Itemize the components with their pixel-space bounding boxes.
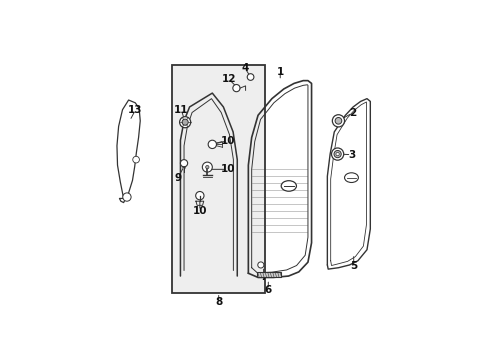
Ellipse shape bbox=[344, 173, 358, 183]
Text: 10: 10 bbox=[220, 136, 235, 146]
Bar bbox=[257, 273, 281, 278]
Circle shape bbox=[332, 148, 343, 160]
Circle shape bbox=[202, 162, 212, 172]
Circle shape bbox=[334, 150, 341, 158]
Circle shape bbox=[206, 166, 209, 169]
Circle shape bbox=[233, 85, 240, 92]
Circle shape bbox=[258, 262, 264, 268]
Bar bbox=[172, 66, 265, 293]
Ellipse shape bbox=[281, 181, 296, 191]
Text: 4: 4 bbox=[242, 63, 249, 73]
Circle shape bbox=[180, 159, 188, 167]
Text: 7: 7 bbox=[260, 273, 267, 283]
Circle shape bbox=[133, 156, 140, 163]
Circle shape bbox=[196, 192, 204, 200]
Circle shape bbox=[335, 117, 342, 124]
Circle shape bbox=[336, 152, 339, 156]
Text: 3: 3 bbox=[348, 150, 355, 159]
Text: 1: 1 bbox=[277, 67, 284, 77]
Circle shape bbox=[208, 140, 217, 149]
Text: 13: 13 bbox=[128, 105, 143, 115]
Text: 6: 6 bbox=[265, 285, 272, 295]
Text: 9: 9 bbox=[174, 173, 181, 183]
Text: 12: 12 bbox=[221, 74, 236, 84]
Text: 10: 10 bbox=[193, 206, 207, 216]
Text: 10: 10 bbox=[220, 164, 235, 174]
Circle shape bbox=[332, 115, 344, 127]
Text: 5: 5 bbox=[350, 261, 357, 271]
Circle shape bbox=[123, 193, 131, 201]
Text: 8: 8 bbox=[215, 297, 222, 307]
Circle shape bbox=[247, 74, 254, 80]
Text: 11: 11 bbox=[174, 105, 189, 115]
Circle shape bbox=[182, 119, 188, 125]
Text: 2: 2 bbox=[349, 108, 356, 118]
Circle shape bbox=[180, 117, 191, 128]
